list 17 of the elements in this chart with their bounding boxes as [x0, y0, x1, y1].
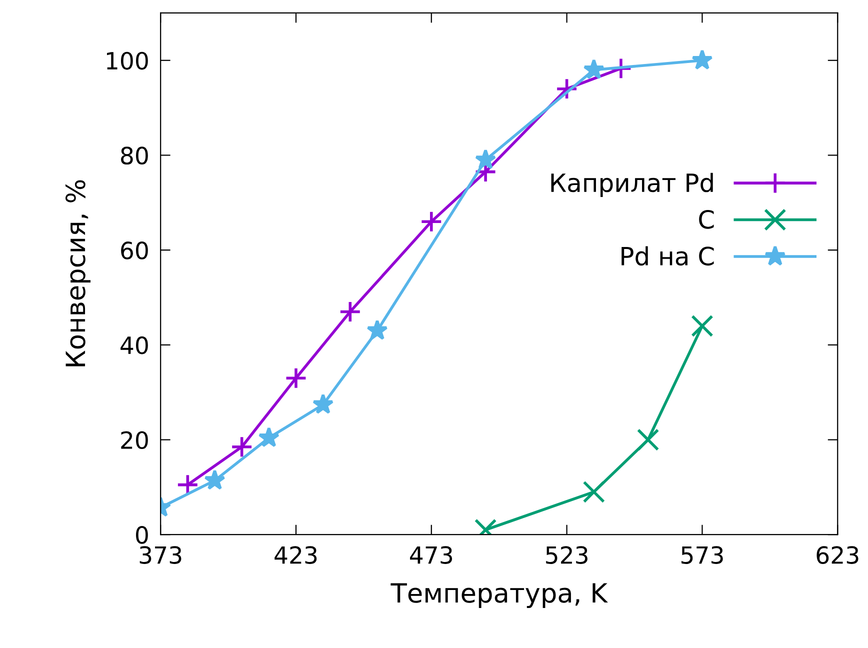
x-tick-label: 523: [546, 546, 588, 564]
x-tick-label: 373: [140, 546, 182, 564]
x-tick-label: 423: [274, 546, 317, 564]
x-tick-label: 573: [682, 546, 723, 564]
y-axis-title: Конверсия, %: [65, 180, 91, 366]
y-tick-label: 100: [106, 52, 148, 70]
legend-label: Каприлат Pd: [551, 172, 713, 198]
y-tick-label: 40: [120, 336, 148, 354]
y-tick-label: 80: [121, 146, 148, 165]
x-tick-label: 473: [410, 546, 452, 564]
y-tick-label: 60: [121, 242, 148, 260]
x-axis-title: Температура, K: [390, 583, 608, 608]
y-tick-label: 20: [121, 431, 148, 450]
y-tick-label: 0: [136, 526, 148, 544]
legend-label: C: [699, 210, 714, 229]
x-tick-label: 623: [816, 546, 858, 564]
legend-label: Pd на C: [622, 246, 714, 266]
